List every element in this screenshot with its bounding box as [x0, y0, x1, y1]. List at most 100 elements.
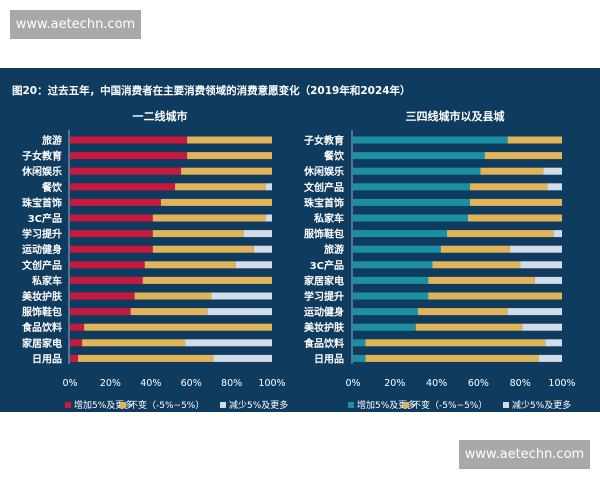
- bar-0: [353, 230, 448, 238]
- bar-1: [447, 230, 554, 238]
- category-label: 学习提升: [304, 290, 344, 303]
- bar-2: [539, 354, 562, 362]
- category-label: 学习提升: [22, 228, 62, 241]
- bar-1: [130, 308, 208, 316]
- bar-0: [70, 245, 153, 253]
- bar-2: [243, 230, 272, 238]
- bar-0: [353, 245, 441, 253]
- category-label: 3C产品: [28, 212, 62, 225]
- bar-2: [507, 308, 562, 316]
- category-label: 食品饮料: [21, 321, 62, 334]
- legend-swatch: [220, 402, 226, 408]
- bar-0: [70, 183, 176, 191]
- category-label: 3C产品: [310, 259, 344, 272]
- bar-0: [353, 167, 481, 175]
- category-label: 旅游: [324, 243, 344, 256]
- bar-1: [428, 276, 535, 284]
- bar-0: [70, 354, 79, 362]
- bar-2: [545, 339, 562, 347]
- category-label: 美妆护肤: [22, 290, 63, 303]
- bar-1: [365, 354, 540, 362]
- category-label: 文创产品: [22, 259, 62, 272]
- bar-1: [175, 183, 266, 191]
- category-label: 服饰鞋包: [22, 306, 62, 319]
- subtitle: 三四线城市以及县城: [406, 109, 505, 123]
- x-tick-label: 40%: [140, 378, 161, 389]
- bar-0: [70, 339, 83, 347]
- watermark-bottom: www.aetechn.com: [459, 440, 590, 469]
- bar-2: [543, 167, 562, 175]
- x-tick-label: 0%: [62, 378, 77, 389]
- category-label: 休闲娱乐: [21, 165, 62, 178]
- bar-1: [134, 292, 212, 300]
- bar-0: [70, 198, 161, 206]
- category-label: 私家车: [313, 212, 344, 225]
- bar-2: [213, 354, 272, 362]
- legend-swatch: [348, 402, 354, 408]
- legend-label: 不变（-5%~5%）: [412, 399, 487, 411]
- bar-2: [211, 292, 272, 300]
- bar-0: [353, 308, 418, 316]
- watermark-top: www.aetechn.com: [10, 10, 141, 39]
- category-label: 旅游: [42, 134, 62, 147]
- bar-1: [84, 323, 272, 331]
- bar-0: [70, 230, 153, 238]
- bar-2: [553, 230, 562, 238]
- bar-2: [185, 339, 272, 347]
- category-label: 私家车: [31, 274, 62, 287]
- legend-swatch: [120, 402, 126, 408]
- bar-2: [235, 261, 272, 269]
- bar-0: [353, 292, 429, 300]
- bar-0: [353, 323, 416, 331]
- category-label: 子女教育: [304, 134, 344, 147]
- category-label: 珠宝首饰: [304, 196, 344, 209]
- bar-2: [265, 214, 272, 222]
- bar-1: [82, 339, 186, 347]
- bar-1: [470, 183, 548, 191]
- bar-2: [522, 323, 562, 331]
- bar-0: [353, 214, 468, 222]
- bar-1: [78, 354, 214, 362]
- bar-1: [432, 261, 521, 269]
- legend-swatch: [503, 402, 509, 408]
- subtitle: 一二线城市: [133, 109, 188, 123]
- category-label: 日用品: [32, 353, 62, 365]
- bar-0: [70, 276, 143, 284]
- legend-swatch: [65, 402, 71, 408]
- x-tick-label: 80%: [221, 378, 242, 389]
- legend-label: 不变（-5%~5%）: [129, 399, 204, 411]
- category-label: 家居家电: [304, 274, 344, 287]
- legend-label: 减少5%及更多: [229, 399, 288, 411]
- bar-0: [70, 292, 135, 300]
- legend-label: 增加5%及更多: [74, 399, 133, 411]
- category-label: 珠宝首饰: [22, 196, 62, 209]
- bar-1: [417, 308, 508, 316]
- bar-1: [187, 152, 272, 160]
- x-tick-label: 100%: [258, 378, 285, 389]
- bar-1: [484, 152, 562, 160]
- category-label: 子女教育: [22, 150, 62, 163]
- bar-2: [547, 183, 562, 191]
- bar-0: [353, 198, 471, 206]
- x-tick-label: 40%: [426, 378, 447, 389]
- bar-0: [70, 152, 188, 160]
- bar-1: [152, 245, 254, 253]
- bar-0: [353, 152, 485, 160]
- bar-0: [70, 214, 153, 222]
- bar-2: [534, 276, 562, 284]
- chart-svg: 图20：过去五年，中国消费者在主要消费领域的消费意愿变化（2019年和2024年…: [12, 84, 576, 411]
- bar-1: [467, 214, 562, 222]
- category-label: 美妆护肤: [304, 321, 345, 334]
- x-tick-label: 100%: [548, 378, 575, 389]
- bar-0: [70, 308, 131, 316]
- legend-label: 减少5%及更多: [512, 399, 571, 411]
- x-tick-label: 60%: [181, 378, 202, 389]
- bar-2: [520, 261, 562, 269]
- bar-1: [152, 230, 244, 238]
- category-label: 文创产品: [304, 181, 344, 194]
- bar-1: [470, 198, 562, 206]
- bar-0: [353, 339, 366, 347]
- bar-1: [440, 245, 510, 253]
- bar-1: [187, 136, 272, 144]
- bar-0: [70, 136, 188, 144]
